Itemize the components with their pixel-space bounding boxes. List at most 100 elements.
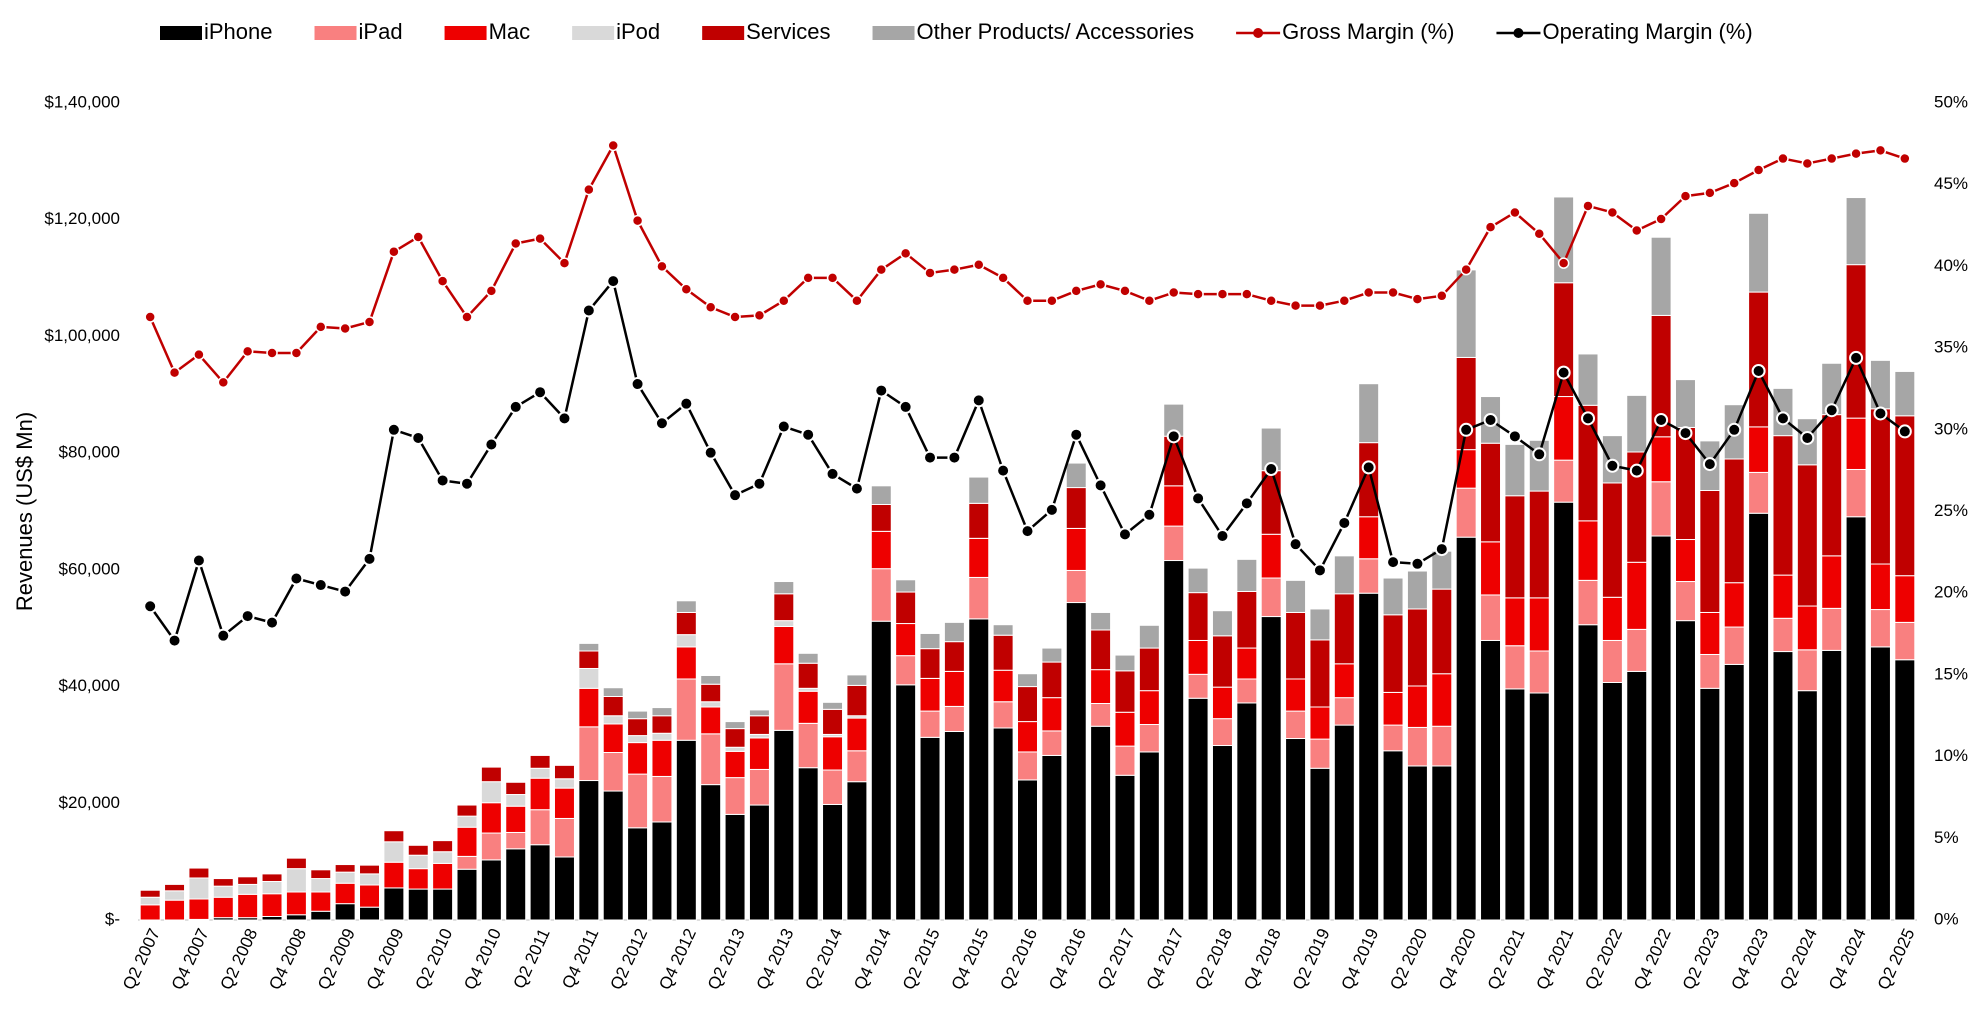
bar-services-q1-2014 <box>797 662 819 689</box>
point-operating-margin-q2-2010 <box>435 473 450 488</box>
bar-iphone-q3-2011 <box>553 856 575 921</box>
bar-ipad-q4-2018 <box>1260 577 1282 618</box>
bar-other-products-accessories-q1-2020 <box>1382 577 1404 616</box>
point-gross-margin-q4-2017 <box>1167 286 1180 299</box>
point-operating-margin-q1-2010 <box>411 430 426 445</box>
x-tick-label: Q4 2010 <box>460 926 505 993</box>
bar-other-products-accessories-q4-2011 <box>578 642 600 652</box>
point-operating-margin-q1-2009 <box>313 578 328 593</box>
bar-ipad-q4-2020 <box>1455 487 1477 538</box>
bar-iphone-q3-2014 <box>846 781 868 921</box>
bar-other-products-accessories-q4-2012 <box>675 600 697 613</box>
x-tick-label: Q2 2012 <box>606 926 651 993</box>
bar-iphone-q1-2018 <box>1187 697 1209 921</box>
bar-mac-q4-2012 <box>675 646 697 680</box>
point-operating-margin-q4-2007 <box>191 553 206 568</box>
point-operating-margin-q2-2007 <box>143 599 158 614</box>
x-tick-label: Q4 2021 <box>1533 926 1578 993</box>
y-tick-label: $- <box>105 909 120 928</box>
bar-mac-q4-2010 <box>480 802 502 834</box>
bar-services-q2-2025 <box>1894 415 1916 577</box>
point-gross-margin-q3-2024 <box>1825 152 1838 165</box>
point-gross-margin-q4-2018 <box>1265 294 1277 307</box>
x-tick-label: Q4 2015 <box>948 926 993 993</box>
point-operating-margin-q1-2018 <box>1191 491 1206 506</box>
point-operating-margin-q4-2013 <box>776 419 791 434</box>
bar-iphone-q2-2019 <box>1309 767 1331 921</box>
bar-mac-q4-2009 <box>383 861 405 889</box>
bar-ipad-q3-2017 <box>1138 724 1160 753</box>
bar-services-q1-2016 <box>992 634 1014 671</box>
bar-ipod-q1-2008 <box>212 885 234 898</box>
point-gross-margin-q2-2025 <box>1899 152 1911 165</box>
bar-mac-q1-2021 <box>1480 541 1502 596</box>
point-operating-margin-q3-2020 <box>1434 542 1449 557</box>
point-gross-margin-q4-2013 <box>778 294 790 307</box>
bar-services-q2-2007 <box>139 889 161 898</box>
y-axis-title: Revenues (US$ Mn) <box>12 412 37 611</box>
bar-ipod-q4-2011 <box>578 667 600 689</box>
bar-services-q2-2016 <box>1017 686 1038 723</box>
x-tick-label: Q2 2015 <box>899 926 944 993</box>
point-gross-margin-q1-2011 <box>509 237 522 250</box>
x-tick-label: Q2 2019 <box>1289 926 1334 993</box>
bar-ipod-q3-2008 <box>261 880 283 895</box>
bar-mac-q4-2008 <box>285 891 307 916</box>
point-gross-margin-q4-2014 <box>875 263 888 276</box>
bar-other-products-accessories-q3-2022 <box>1626 394 1648 453</box>
bar-services-q3-2014 <box>846 684 868 717</box>
bar-iphone-q4-2018 <box>1260 616 1282 921</box>
bar-iphone-q3-2010 <box>456 868 478 921</box>
bar-services-q3-2017 <box>1138 647 1160 692</box>
bar-ipod-q2-2013 <box>724 746 746 752</box>
point-operating-margin-q2-2015 <box>923 450 938 465</box>
point-gross-margin-q3-2008 <box>266 347 278 359</box>
bar-other-products-accessories-q4-2014 <box>870 485 892 505</box>
point-gross-margin-q4-2007 <box>193 348 205 361</box>
point-gross-margin-q1-2025 <box>1874 144 1887 157</box>
bar-iphone-q4-2024 <box>1845 516 1867 921</box>
bar-ipad-q3-2018 <box>1236 678 1258 704</box>
bar-ipad-q1-2025 <box>1869 609 1891 648</box>
point-operating-margin-q3-2011 <box>557 411 572 426</box>
bar-services-q2-2013 <box>724 728 746 748</box>
bars <box>139 196 1916 921</box>
y-tick-label: $1,00,000 <box>44 326 120 345</box>
bar-iphone-q3-2012 <box>651 821 673 921</box>
bar-ipad-q4-2013 <box>773 663 795 731</box>
bar-ipod-q4-2010 <box>480 781 502 804</box>
x-tick-label: Q4 2007 <box>168 926 213 993</box>
bar-services-q3-2012 <box>651 715 673 734</box>
bar-other-products-accessories-q2-2020 <box>1406 570 1428 610</box>
point-gross-margin-q2-2021 <box>1509 206 1521 219</box>
legend-swatch-ipad <box>314 26 357 40</box>
bar-iphone-q3-2017 <box>1138 751 1160 921</box>
bar-mac-q2-2007 <box>139 904 161 921</box>
bar-iphone-q1-2011 <box>505 848 527 921</box>
bar-iphone-q4-2022 <box>1650 535 1672 921</box>
bar-other-products-accessories-q4-2015 <box>968 476 990 504</box>
x-tick-label: Q2 2017 <box>1094 926 1139 993</box>
bar-ipod-q3-2012 <box>651 732 673 741</box>
bar-ipad-q2-2015 <box>919 710 941 738</box>
bar-other-products-accessories-q1-2018 <box>1187 567 1209 594</box>
point-gross-margin-q2-2007 <box>144 311 156 323</box>
x-tick-label: Q4 2014 <box>850 926 895 993</box>
bar-iphone-q1-2016 <box>992 727 1014 921</box>
bar-iphone-q1-2017 <box>1090 725 1112 921</box>
bar-iphone-q4-2020 <box>1455 536 1477 921</box>
bar-iphone-q4-2012 <box>675 739 697 921</box>
point-operating-margin-q3-2015 <box>947 450 962 465</box>
bar-ipod-q2-2011 <box>529 767 551 779</box>
point-gross-margin-q4-2020 <box>1460 263 1472 276</box>
point-gross-margin-q1-2013 <box>704 301 717 313</box>
point-gross-margin-q4-2011 <box>583 183 595 196</box>
bar-mac-q1-2017 <box>1090 669 1112 705</box>
bar-mac-q1-2016 <box>992 669 1014 703</box>
bar-mac-q3-2014 <box>846 717 868 752</box>
point-operating-margin-q4-2018 <box>1264 462 1279 477</box>
point-operating-margin-q4-2024 <box>1849 350 1864 365</box>
bar-ipad-q2-2011 <box>529 809 551 846</box>
bar-services-q1-2008 <box>212 878 234 887</box>
